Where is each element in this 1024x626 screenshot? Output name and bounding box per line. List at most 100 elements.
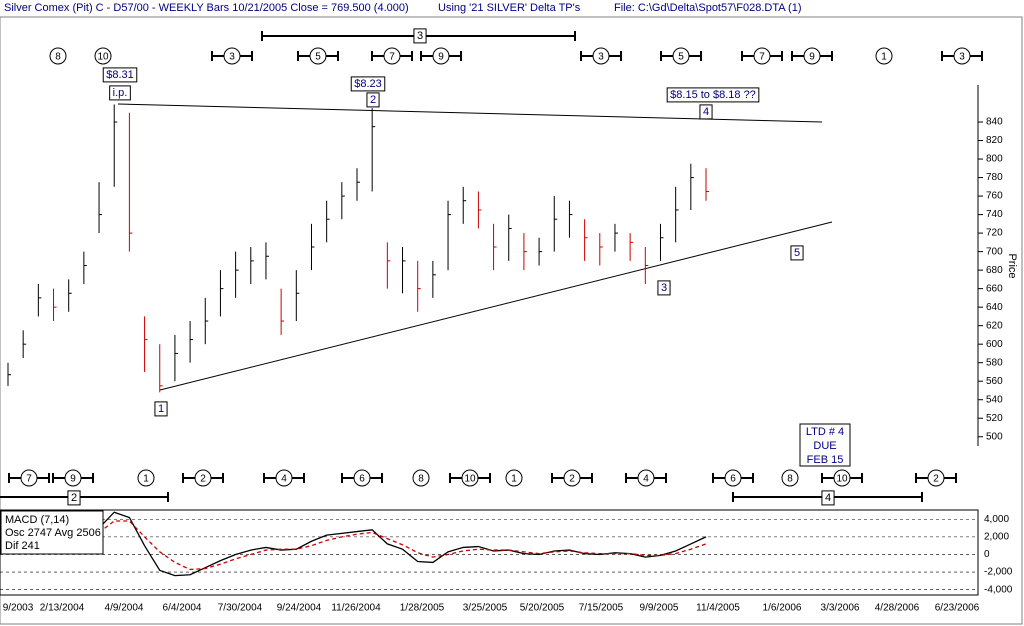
price-bar [98,182,103,234]
price-bar [493,223,497,271]
price-bar [250,246,254,285]
macd-legend: Dif 241 [5,540,40,552]
price-bar [675,186,679,243]
price-bar [599,233,603,266]
y-tick-label: 2,000 [984,532,1009,543]
price-bar [462,186,467,224]
x-tick-label: 3/25/2005 [463,603,508,614]
y-tick-label: 800 [986,154,1003,165]
cycle-bottom-circle [412,469,430,487]
cycle-top: 3 [229,52,235,63]
macd-panel [0,509,979,596]
x-tick-label: 9/9/2005 [640,603,679,614]
price-bar [705,168,709,201]
price-bar [204,297,209,345]
annotation: $8.31 [106,69,134,81]
x-tick-label: 9/24/2004 [277,603,322,614]
price-bar [144,316,148,372]
ltd-note: LTD # 4 [806,426,844,438]
cycle-top-circle [383,47,401,65]
y-tick-label: 720 [986,228,1003,239]
cycle-bottom-circle [461,469,479,487]
cycle-top-circle [753,47,771,65]
cycle-top-circle [94,47,112,65]
annotation-box [109,85,131,101]
annotation: 2 [370,94,376,106]
annotation-box [699,104,713,120]
ltd-note: DUE [813,440,836,452]
cycle-bottom-circle [781,469,799,487]
annotation-box [790,245,804,261]
cycle-bottom: 10 [464,474,476,485]
cycle-top: 8 [55,52,61,63]
price-bar [265,242,269,280]
price-bar [53,288,57,322]
cycle-bottom: 8 [418,474,424,485]
cycle-top: 7 [389,52,395,63]
header-file: File: C:\Gd\Delta\Spot57\F028.DTA (1) [614,2,801,14]
y-tick-label: -2,000 [984,567,1013,578]
price-bar [432,260,436,298]
price-bar [568,200,573,238]
macd-legend: Osc 2747 Avg 2506 [5,527,101,539]
y-tick-label: 560 [986,376,1003,387]
price-bar [128,112,133,252]
price-bar [523,233,527,271]
cycle-top: 5 [315,52,321,63]
cycle-bottom-circle [137,469,155,487]
y-tick-label: 660 [986,283,1003,294]
x-tick-label: 6/4/2004 [163,603,202,614]
price-bar [83,251,87,285]
price-bar [341,182,345,220]
cycle-top: 3 [959,52,965,63]
price-bar [22,330,27,359]
cycle-top-circle [672,47,690,65]
y-tick-label: 760 [986,191,1003,202]
x-tick-label: 1/6/2006 [763,603,802,614]
cycle-bracket-label: 3 [417,30,423,42]
cycle-bottom-circle [275,469,293,487]
x-tick-label: 7/15/2005 [579,603,624,614]
cycle-top: 9 [809,52,815,63]
price-bar [159,344,163,393]
cycle-bottom-circle [194,469,212,487]
x-tick-label: 11/26/2004 [331,603,381,614]
price-bar [326,200,330,243]
cycle-top-circle [49,47,67,65]
cycle-bottom-circle [833,469,851,487]
x-tick-label: 9/2003 [3,603,34,614]
price-bar [508,214,512,261]
annotation: $8.15 to $8.18 ?? [670,89,756,101]
y-tick-label: 700 [986,246,1003,257]
y-tick-label: 580 [986,357,1003,368]
cycle-top-circle [432,47,450,65]
price-bar [356,168,360,201]
macd-legend-box [0,510,104,555]
price-bar [386,242,391,289]
price-bar [68,279,72,312]
cycle-bottom-circle [20,469,38,487]
cycle-top: 5 [678,52,684,63]
annotation-box [366,92,380,108]
price-bar [584,219,588,261]
cycle-top: 1 [881,52,887,63]
annotation-box [154,401,168,417]
macd-line [98,511,707,577]
x-tick-label: 1/28/2005 [400,603,445,614]
cycle-bracket-label: 4 [825,492,831,504]
cycle-bottom-circle [637,469,655,487]
price-bar [477,191,482,229]
x-tick-label: 11/4/2005 [696,603,740,614]
cycle-bottom: 2 [200,474,206,485]
header-using: Using '21 SILVER' Delta TP's [438,2,581,14]
y-tick-label: 600 [986,339,1003,350]
x-tick-label: 2/13/2004 [40,603,85,614]
annotation: 3 [661,282,667,294]
cycle-top-circle [223,47,241,65]
cycle-top-circle [309,47,327,65]
cycle-bottom: 4 [643,474,649,485]
y-axis-label: Price [1006,253,1018,278]
cycle-bracket-label-box [67,490,81,506]
price-bar [189,321,194,363]
